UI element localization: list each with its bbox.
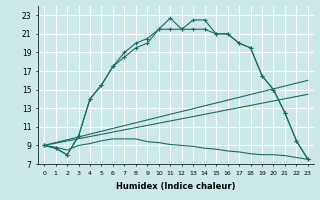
X-axis label: Humidex (Indice chaleur): Humidex (Indice chaleur): [116, 182, 236, 191]
